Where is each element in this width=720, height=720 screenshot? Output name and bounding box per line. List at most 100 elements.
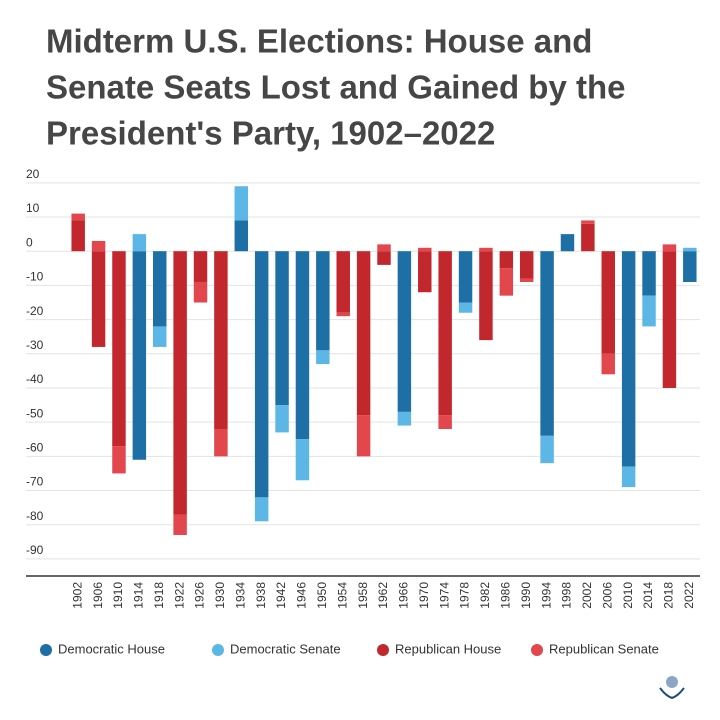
bar: [377, 251, 391, 265]
bar: [601, 251, 615, 354]
x-tick-label: 2002: [580, 582, 594, 609]
bar: [173, 514, 187, 535]
bar: [91, 240, 106, 252]
legend-swatch: [377, 644, 389, 656]
x-tick-label: 1986: [498, 582, 512, 609]
bar: [356, 415, 371, 457]
x-tick-label: 2018: [662, 582, 676, 609]
y-tick-label: 20: [26, 167, 40, 181]
x-tick-label: 1918: [152, 582, 166, 609]
bar: [683, 251, 697, 282]
bar: [621, 466, 636, 488]
bar: [214, 428, 228, 457]
y-tick-label: -80: [26, 509, 44, 523]
bar: [275, 405, 289, 433]
y-tick-label: -10: [26, 270, 44, 284]
x-tick-label: 1974: [437, 582, 451, 609]
bar: [295, 251, 310, 440]
bar: [499, 268, 514, 296]
x-tick-label: 1970: [417, 582, 431, 609]
y-tick-label: -40: [26, 372, 44, 386]
x-tick-label: 1950: [315, 582, 329, 609]
bar: [519, 278, 534, 282]
bar: [683, 247, 697, 252]
bar: [621, 251, 636, 467]
y-tick-label: -90: [26, 543, 44, 557]
bar: [540, 435, 554, 464]
bar: [132, 251, 147, 460]
bar: [112, 251, 126, 447]
bar: [458, 251, 473, 303]
x-tick-label: 2010: [621, 582, 635, 609]
bar: [418, 251, 432, 293]
bar: [132, 234, 147, 252]
bar: [214, 251, 228, 429]
x-tick-label: 2014: [641, 582, 655, 609]
bar: [458, 302, 473, 313]
x-tick-label: 1990: [519, 582, 533, 609]
x-tick-label: 1998: [560, 582, 574, 609]
x-tick-label: 1910: [111, 582, 125, 609]
x-tick-label: 1978: [458, 582, 472, 609]
bar: [377, 244, 391, 252]
bar: [316, 350, 330, 365]
x-tick-label: 1942: [274, 582, 288, 609]
logo: [659, 676, 685, 700]
x-tick-label: 1966: [397, 582, 411, 609]
y-tick-label: -50: [26, 406, 44, 420]
bar: [581, 220, 595, 224]
y-tick-label: -60: [26, 441, 44, 455]
bar: [254, 497, 269, 522]
legend-swatch: [40, 644, 52, 656]
bar: [418, 247, 432, 252]
x-tick-label: 1922: [172, 582, 186, 609]
bar: [397, 411, 412, 426]
bar: [540, 251, 554, 436]
x-tick-label: 1958: [356, 582, 370, 609]
bar: [71, 213, 85, 221]
bar: [153, 326, 167, 347]
x-tick-label: 1902: [70, 582, 84, 609]
bar: [581, 223, 595, 252]
x-tick-label: 2022: [682, 582, 696, 609]
chart-title: Senate Seats Lost and Gained by the: [46, 69, 625, 106]
bar: [153, 251, 167, 327]
bar: [519, 251, 534, 279]
x-tick-label: 1994: [539, 582, 553, 609]
x-tick-label: 2006: [600, 582, 614, 609]
y-tick-label: -20: [26, 304, 44, 318]
y-tick-label: 0: [26, 235, 33, 249]
legend-swatch: [531, 644, 543, 656]
bar: [479, 247, 493, 252]
chart-title: President's Party, 1902–2022: [46, 115, 495, 152]
bar: [193, 281, 208, 303]
x-tick-label: 1946: [295, 582, 309, 609]
x-tick-label: 1906: [91, 582, 105, 609]
y-tick-label: 10: [26, 201, 40, 215]
bar: [662, 244, 677, 252]
bar: [295, 439, 310, 481]
y-tick-label: -70: [26, 475, 44, 489]
bar: [356, 251, 371, 416]
x-tick-label: 1934: [233, 582, 247, 609]
bar: [112, 446, 126, 474]
bar: [254, 251, 269, 498]
bar: [438, 415, 452, 429]
x-tick-label: 1926: [193, 582, 207, 609]
bar: [71, 220, 85, 252]
y-tick-label: -30: [26, 338, 44, 352]
bar: [642, 295, 656, 327]
x-tick-label: 1938: [254, 582, 268, 609]
bar: [397, 251, 412, 412]
x-tick-label: 1914: [132, 582, 146, 609]
x-tick-label: 1962: [376, 582, 390, 609]
bar: [601, 353, 615, 375]
bar: [560, 234, 575, 252]
bar: [336, 312, 350, 317]
bar: [173, 251, 187, 515]
bar: [275, 251, 289, 406]
legend-label: Republican Senate: [549, 641, 659, 656]
bar: [193, 251, 208, 282]
legend-swatch: [212, 644, 224, 656]
